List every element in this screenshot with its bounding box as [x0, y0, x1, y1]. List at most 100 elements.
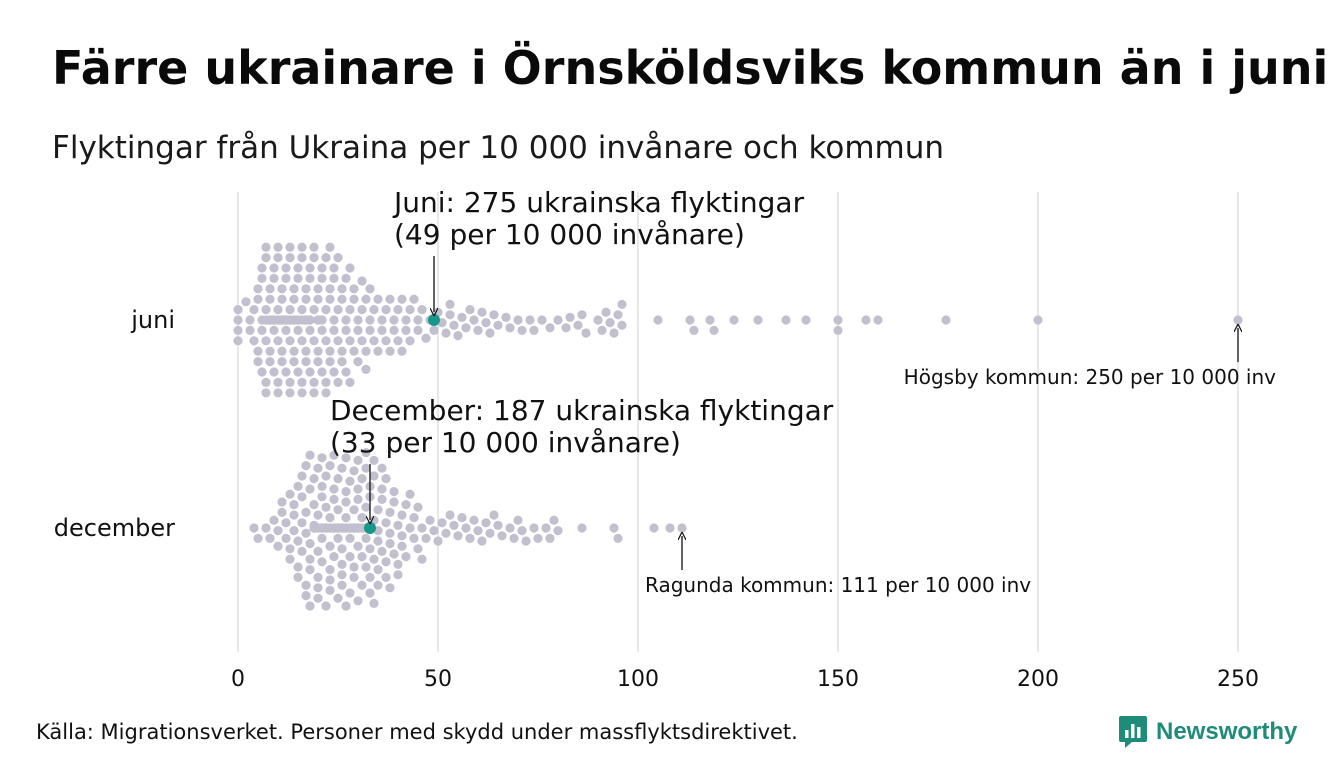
brand-logo[interactable]: Newsworthy	[1118, 712, 1297, 752]
data-point	[305, 263, 315, 273]
data-point	[317, 325, 327, 335]
source-note: Källa: Migrationsverket. Personer med sk…	[36, 720, 798, 744]
row-label: juni	[130, 306, 175, 334]
data-point	[305, 273, 315, 283]
data-point	[377, 463, 387, 473]
data-point	[565, 312, 575, 322]
data-point	[373, 580, 383, 590]
data-point	[345, 377, 355, 387]
data-point	[313, 284, 323, 294]
data-point	[317, 315, 327, 325]
data-point	[349, 294, 359, 304]
data-point	[413, 502, 423, 512]
chart-title: Färre ukrainare i Örnsköldsviks kommun ä…	[52, 41, 1329, 95]
data-point	[269, 515, 279, 525]
data-point	[421, 533, 431, 544]
data-point	[485, 328, 495, 338]
data-point	[601, 307, 611, 317]
data-point	[429, 325, 439, 335]
x-tick-label: 150	[817, 667, 859, 692]
data-point	[293, 562, 303, 572]
data-point	[301, 591, 311, 601]
data-point	[333, 305, 343, 315]
data-point	[293, 572, 303, 583]
data-point	[273, 377, 283, 387]
data-point	[321, 253, 331, 263]
data-point	[285, 388, 295, 398]
data-point	[337, 559, 347, 570]
data-point	[277, 294, 287, 304]
data-point	[277, 284, 287, 294]
data-point	[397, 541, 407, 551]
chart-subtitle: Flyktingar från Ukraina per 10 000 invån…	[52, 130, 945, 166]
data-point	[325, 461, 335, 471]
data-point	[345, 588, 355, 598]
data-point	[353, 494, 363, 504]
data-point	[409, 294, 419, 304]
data-point	[361, 463, 371, 473]
data-point	[365, 572, 375, 583]
data-point	[313, 572, 323, 583]
data-point	[401, 552, 411, 562]
data-point	[329, 552, 339, 562]
row-label: december	[54, 514, 175, 542]
data-point	[305, 315, 315, 325]
data-point	[389, 487, 399, 497]
data-point	[285, 305, 295, 315]
data-point	[485, 528, 495, 538]
data-point	[545, 323, 555, 333]
data-point	[285, 253, 295, 263]
data-point	[325, 585, 335, 596]
data-point	[613, 533, 623, 544]
data-point	[233, 336, 243, 346]
data-point	[341, 497, 351, 507]
newsworthy-logo-icon	[1119, 716, 1147, 748]
data-point	[401, 325, 411, 335]
data-point	[397, 346, 407, 356]
data-point	[337, 284, 347, 294]
data-point	[781, 315, 791, 325]
data-point	[273, 336, 283, 346]
data-point	[677, 523, 687, 533]
data-point	[493, 320, 503, 330]
data-point	[329, 494, 339, 504]
data-point	[385, 346, 395, 356]
data-point	[445, 310, 455, 320]
data-point	[293, 481, 303, 491]
data-point	[289, 284, 299, 294]
data-point	[385, 528, 395, 538]
data-point	[381, 336, 391, 346]
data-point	[505, 523, 515, 533]
label-layer: 0 50 100 150 200 250 juni december	[54, 306, 1259, 692]
data-point	[329, 484, 339, 494]
data-point	[381, 474, 391, 484]
data-point	[333, 336, 343, 346]
data-point	[273, 253, 283, 263]
data-point	[365, 544, 375, 554]
data-point	[253, 533, 263, 544]
data-point	[273, 526, 283, 536]
data-point	[405, 305, 415, 315]
data-point	[457, 312, 467, 322]
data-point	[329, 273, 339, 283]
data-point	[349, 284, 359, 294]
data-point	[333, 253, 343, 263]
data-point	[321, 502, 331, 512]
data-point	[513, 315, 523, 325]
data-point	[289, 526, 299, 536]
data-point	[321, 471, 331, 481]
data-point	[333, 593, 343, 603]
data-point	[297, 336, 307, 346]
data-point	[313, 294, 323, 304]
data-point	[277, 497, 287, 507]
x-tick-label: 50	[424, 667, 452, 692]
data-point	[281, 518, 291, 528]
data-point	[553, 526, 563, 536]
data-point	[281, 273, 291, 283]
data-point	[325, 242, 335, 252]
data-point	[453, 331, 463, 341]
data-point	[489, 310, 499, 320]
data-point	[617, 320, 627, 330]
data-point	[653, 315, 663, 325]
